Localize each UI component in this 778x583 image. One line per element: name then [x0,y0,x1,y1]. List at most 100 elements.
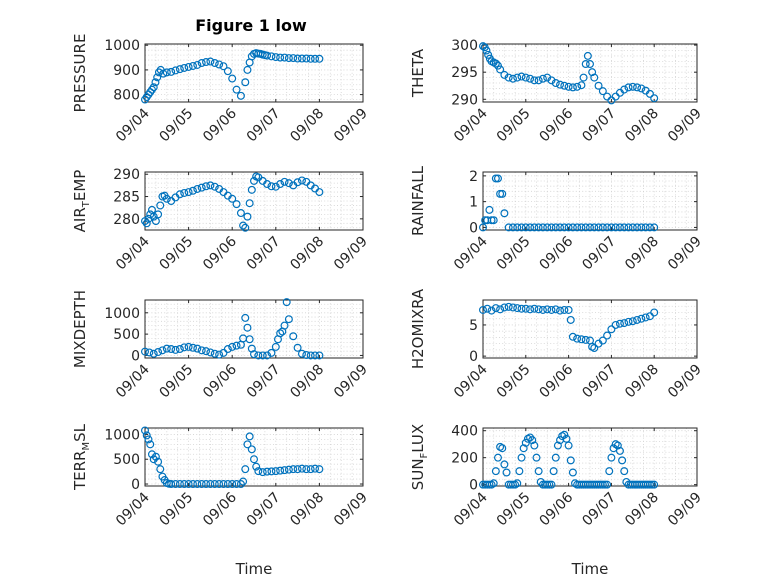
data-point [528,436,537,445]
axes-box [144,171,364,231]
data-point [267,182,276,191]
data-point [628,317,637,326]
data-point [564,82,573,91]
data-point [258,351,267,360]
series-rainfall [479,174,659,232]
data-point [141,347,150,356]
data-point [280,177,289,186]
data-point [603,480,612,489]
y-label-subscript: F [419,452,430,458]
data-point [620,467,629,476]
data-point [197,59,206,68]
data-point [210,480,219,489]
x-tick-label: 09/04 [451,105,491,145]
data-point [615,319,624,328]
y-tick-label: 295 [451,65,478,81]
x-tick-label: 09/07 [579,234,619,274]
data-point [641,223,650,232]
x-tick-label: 09/06 [537,233,577,273]
y-tick-label: 400 [451,424,478,440]
panel-mixdepth: 09/04 09/05 09/06 09/07 09/08 09/09 0 500 1000 MI… [71,290,371,401]
x-tick-label: 09/06 [200,233,240,273]
data-point [560,81,569,90]
data-point [500,70,509,79]
data-point [250,455,259,464]
data-point [538,305,547,314]
panels: 09/04 09/05 09/06 09/07 09/08 09/098009001000… [71,34,705,578]
x-tick-label: 09/09 [331,362,371,402]
y-tick-label: 280 [113,212,140,228]
data-point [206,57,215,66]
y-tick-label: 0 [131,348,140,364]
data-point [594,81,603,90]
data-point [500,209,509,218]
data-point [247,185,256,194]
data-point [297,349,306,358]
x-tick-label: 09/05 [157,362,197,402]
x-tick-label: 09/07 [244,490,284,530]
data-point [579,73,588,82]
data-point [232,341,241,350]
y-axis-label: AIRTEMP [71,170,92,233]
data-point [263,51,272,60]
data-point [624,317,633,326]
data-point [184,342,193,351]
y-label-subscript: M [81,442,92,451]
data-point [215,350,224,359]
data-point [551,453,560,462]
data-point [519,444,528,453]
data-point [254,467,263,476]
data-point [620,85,629,94]
x-tick-label: 09/09 [331,234,371,274]
data-point [144,435,153,444]
data-point [151,452,160,461]
data-point [560,223,569,232]
data-point [188,480,197,489]
data-point [500,460,509,469]
data-point [247,445,256,454]
data-point [236,340,245,349]
data-point [188,186,197,195]
data-point [585,60,594,69]
data-point [489,479,498,488]
series-air_temp [141,172,324,232]
grid [483,172,697,230]
data-point [615,223,624,232]
data-point [530,304,539,313]
data-point [241,223,250,232]
series-sun_flux [479,430,659,489]
data-point [142,431,151,440]
data-point [603,331,612,340]
data-point [271,182,280,191]
data-point [603,92,612,101]
data-point [607,325,616,334]
data-point [146,440,155,449]
y-label-part: LUX [409,424,427,453]
data-point [521,438,530,447]
data-point [502,468,511,477]
data-point [603,223,612,232]
x-tick-label: 09/04 [451,361,491,401]
data-point [197,480,206,489]
data-point [236,480,245,489]
x-tick-label: 09/05 [157,234,197,274]
data-point [543,305,552,314]
data-point [210,59,219,68]
x-axis-label: Time [571,560,609,578]
panel-pressure: 09/04 09/05 09/06 09/07 09/08 09/09 800 900 1000… [71,34,371,146]
x-tick-label: 09/06 [200,489,240,529]
data-point [154,348,163,357]
data-point [219,480,228,489]
data-point [611,320,620,329]
y-tick-label: 5 [469,318,478,334]
data-point [154,210,163,219]
data-point [206,480,215,489]
data-point [175,345,184,354]
data-point [530,76,539,85]
data-point [479,223,488,232]
data-point [594,223,603,232]
data-point [491,59,500,68]
data-point [560,430,569,439]
x-tick-label: 09/06 [200,105,240,145]
series-mixdepth [141,298,324,360]
